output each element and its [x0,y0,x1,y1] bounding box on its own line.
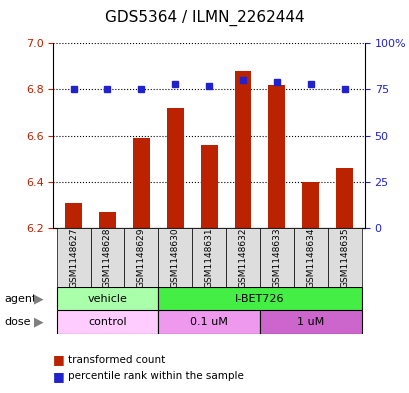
Bar [133,138,149,228]
Bar [200,145,217,228]
Bar [56,287,158,310]
Text: transformed count: transformed count [67,354,164,365]
Bar [259,310,361,334]
Bar [56,310,158,334]
Text: ▶: ▶ [34,292,43,305]
Bar [327,228,361,287]
Text: GSM1148627: GSM1148627 [69,227,78,288]
Text: GSM1148633: GSM1148633 [272,227,281,288]
Text: GSM1148634: GSM1148634 [306,227,315,288]
Text: GSM1148632: GSM1148632 [238,227,247,288]
Text: GSM1148631: GSM1148631 [204,227,213,288]
Text: GSM1148635: GSM1148635 [339,227,348,288]
Text: 1 uM: 1 uM [297,317,324,327]
Bar [158,310,259,334]
Bar [301,182,318,228]
Bar [99,212,116,228]
Text: ■: ■ [53,353,65,366]
Bar [268,85,285,228]
Text: control: control [88,317,126,327]
Text: dose: dose [4,317,31,327]
Text: GSM1148628: GSM1148628 [103,227,112,288]
Bar [225,228,259,287]
Text: GSM1148629: GSM1148629 [137,227,146,288]
Bar [166,108,183,228]
Text: GSM1148630: GSM1148630 [170,227,179,288]
Text: ▶: ▶ [34,316,43,329]
Bar [56,228,90,287]
Bar [158,228,192,287]
Bar [90,228,124,287]
Text: agent: agent [4,294,36,304]
Bar [158,287,361,310]
Text: 0.1 uM: 0.1 uM [190,317,227,327]
Bar [293,228,327,287]
Bar [234,71,251,228]
Bar [192,228,225,287]
Text: ■: ■ [53,370,65,383]
Bar [65,202,82,228]
Text: vehicle: vehicle [88,294,127,304]
Bar [259,228,293,287]
Text: I-BET726: I-BET726 [235,294,284,304]
Text: GDS5364 / ILMN_2262444: GDS5364 / ILMN_2262444 [105,10,304,26]
Bar [335,168,352,228]
Text: percentile rank within the sample: percentile rank within the sample [67,371,243,382]
Bar [124,228,158,287]
